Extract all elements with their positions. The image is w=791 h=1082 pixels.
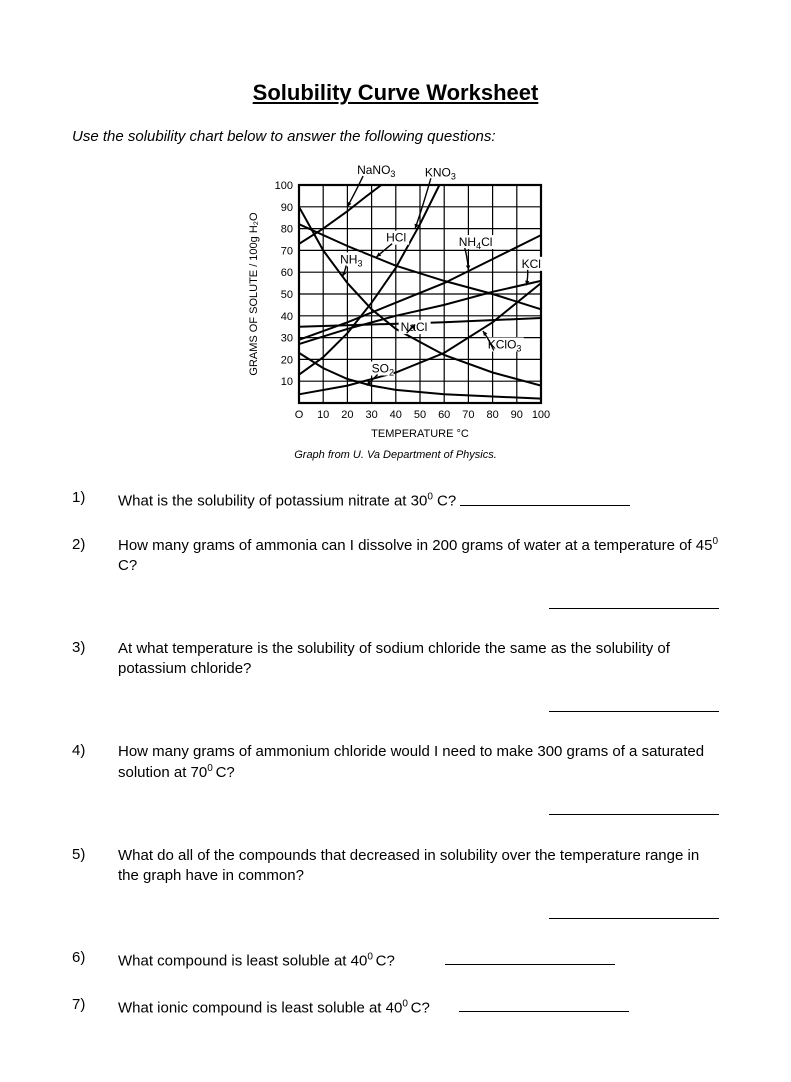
question-text: What compound is least soluble at 400 C? [118,949,719,972]
svg-text:50: 50 [280,289,292,301]
svg-text:GRAMS OF SOLUTE / 100g H₂O: GRAMS OF SOLUTE / 100g H₂O [248,212,260,376]
svg-text:KCl: KCl [521,257,540,271]
svg-text:50: 50 [413,409,425,421]
question-row: 7)What ionic compound is least soluble a… [72,996,719,1019]
question-number: 3) [72,639,118,656]
svg-text:KClO3: KClO3 [487,338,521,354]
page-title: Solubility Curve Worksheet [72,80,719,106]
svg-text:30: 30 [280,333,292,345]
question-row: 4)How many grams of ammonium chloride wo… [72,742,719,821]
svg-text:30: 30 [365,409,377,421]
question-text: At what temperature is the solubility of… [118,639,719,718]
svg-text:40: 40 [280,311,292,323]
question-text: How many grams of ammonia can I dissolve… [118,536,719,615]
question-number: 7) [72,996,118,1013]
question-number: 6) [72,949,118,966]
chart-caption: Graph from U. Va Department of Physics. [72,449,719,461]
question-number: 1) [72,489,118,506]
svg-text:60: 60 [280,267,292,279]
svg-text:70: 70 [280,245,292,257]
chart-svg: O 10 20 30 40 50 60 70 80 90 100 10 20 30 40 50 60 70 80 90… [241,163,551,443]
solubility-chart: O 10 20 30 40 50 60 70 80 90 100 10 20 30 40 50 60 70 80 90… [72,163,719,443]
questions-list: 1)What is the solubility of potassium ni… [72,489,719,1018]
svg-text:10: 10 [280,376,292,388]
svg-text:60: 60 [438,409,450,421]
question-row: 5)What do all of the compounds that decr… [72,846,719,925]
question-text: What do all of the compounds that decrea… [118,846,719,925]
question-row: 6)What compound is least soluble at 400 … [72,949,719,972]
svg-text:70: 70 [462,409,474,421]
svg-text:10: 10 [317,409,329,421]
question-number: 2) [72,536,118,553]
question-row: 1)What is the solubility of potassium ni… [72,489,719,512]
svg-text:90: 90 [510,409,522,421]
svg-text:80: 80 [280,224,292,236]
question-number: 5) [72,846,118,863]
svg-text:20: 20 [341,409,353,421]
instruction-text: Use the solubility chart below to answer… [72,128,719,145]
svg-text:NH4Cl: NH4Cl [458,235,492,251]
question-text: What ionic compound is least soluble at … [118,996,719,1019]
worksheet-page: Solubility Curve Worksheet Use the solub… [0,0,791,1082]
question-row: 3)At what temperature is the solubility … [72,639,719,718]
question-text: What is the solubility of potassium nitr… [118,489,719,512]
svg-text:100: 100 [531,409,549,421]
svg-text:90: 90 [280,202,292,214]
svg-text:20: 20 [280,354,292,366]
svg-text:O: O [294,409,303,421]
question-row: 2)How many grams of ammonia can I dissol… [72,536,719,615]
svg-text:100: 100 [274,180,292,192]
question-text: How many grams of ammonium chloride woul… [118,742,719,821]
svg-text:40: 40 [389,409,401,421]
svg-text:HCl: HCl [386,231,406,245]
svg-text:80: 80 [486,409,498,421]
question-number: 4) [72,742,118,759]
svg-text:TEMPERATURE °C: TEMPERATURE °C [371,428,469,440]
